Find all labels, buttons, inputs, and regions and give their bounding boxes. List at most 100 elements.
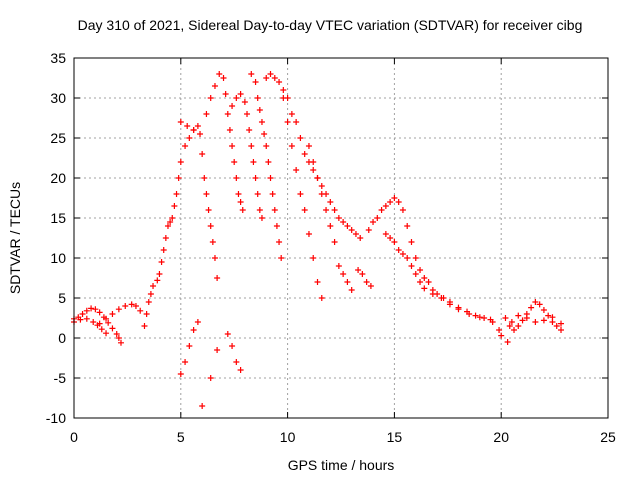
data-point xyxy=(508,319,515,325)
data-point xyxy=(88,305,95,312)
y-tick-label: 35 xyxy=(50,50,66,66)
data-point xyxy=(169,215,176,221)
data-point xyxy=(263,75,270,81)
data-point xyxy=(408,239,415,245)
data-point xyxy=(216,71,223,77)
data-point xyxy=(229,103,236,109)
data-point xyxy=(310,167,317,173)
data-point xyxy=(280,87,287,93)
data-point xyxy=(186,135,193,141)
chart-title: Day 310 of 2021, Sidereal Day-to-day VTE… xyxy=(78,17,583,33)
data-point xyxy=(105,319,112,326)
data-point xyxy=(237,367,244,373)
data-point xyxy=(237,91,244,97)
data-point xyxy=(271,207,278,213)
x-tick-label: 20 xyxy=(493,429,509,445)
data-point xyxy=(359,271,366,277)
data-point xyxy=(523,315,530,321)
data-point xyxy=(367,283,374,289)
data-point xyxy=(199,403,206,409)
data-points xyxy=(71,71,565,409)
data-point xyxy=(220,75,227,81)
data-point xyxy=(96,320,103,327)
data-point xyxy=(331,207,338,213)
grid-lines xyxy=(74,58,608,418)
data-point xyxy=(498,332,505,339)
data-point xyxy=(164,223,171,229)
data-point xyxy=(211,83,218,89)
data-point xyxy=(472,312,479,319)
data-point xyxy=(355,267,362,273)
data-point xyxy=(241,99,248,105)
data-point xyxy=(417,279,424,285)
y-tick-label: 25 xyxy=(50,130,66,146)
data-point xyxy=(190,327,197,333)
data-point xyxy=(194,123,201,129)
data-point xyxy=(96,309,103,316)
data-point xyxy=(348,227,355,233)
data-point xyxy=(233,175,240,181)
data-point xyxy=(327,223,334,229)
data-point xyxy=(109,311,116,317)
data-point xyxy=(327,199,334,205)
data-point xyxy=(207,95,214,101)
data-point xyxy=(280,95,287,101)
data-point xyxy=(252,175,259,181)
data-point xyxy=(395,247,402,253)
data-point xyxy=(476,314,483,321)
data-point xyxy=(224,111,231,117)
data-point xyxy=(540,307,547,313)
data-point xyxy=(370,219,377,225)
data-point xyxy=(235,191,242,197)
data-point xyxy=(156,271,163,277)
series-peak xyxy=(263,71,364,241)
data-point xyxy=(425,279,432,285)
data-point xyxy=(177,371,184,377)
data-point xyxy=(269,191,276,197)
data-point xyxy=(128,301,135,308)
data-point xyxy=(446,301,453,308)
y-tick-label: 0 xyxy=(58,330,66,346)
data-point xyxy=(271,75,278,81)
y-tick-label: -10 xyxy=(46,410,66,426)
series-arc-a xyxy=(177,119,221,281)
data-point xyxy=(113,331,120,337)
data-point xyxy=(258,215,265,221)
data-point xyxy=(276,79,283,85)
data-point xyxy=(549,314,556,321)
data-point xyxy=(207,375,214,381)
data-point xyxy=(399,251,406,257)
data-point xyxy=(335,215,342,221)
data-point xyxy=(297,191,304,197)
data-point xyxy=(278,255,285,261)
series-arc-d xyxy=(248,71,285,261)
series-afternoon xyxy=(365,195,505,339)
data-point xyxy=(132,303,139,309)
y-tick-label: -5 xyxy=(54,370,67,386)
data-point xyxy=(77,316,84,323)
data-point xyxy=(404,255,411,261)
data-point xyxy=(171,203,178,209)
data-point xyxy=(387,199,394,205)
data-point xyxy=(301,207,308,213)
data-point xyxy=(382,203,389,209)
data-point xyxy=(258,119,265,125)
data-point xyxy=(143,311,150,317)
data-point xyxy=(182,143,189,149)
data-point xyxy=(481,315,488,321)
series-afternoon-b xyxy=(382,231,494,323)
data-point xyxy=(438,295,445,301)
data-point xyxy=(244,111,251,117)
data-point xyxy=(532,299,539,305)
data-point xyxy=(466,311,473,317)
data-point xyxy=(496,327,503,333)
data-point xyxy=(532,319,539,325)
data-point xyxy=(214,347,221,353)
data-point xyxy=(288,143,295,149)
data-point xyxy=(382,231,389,237)
data-point xyxy=(147,291,154,297)
data-point xyxy=(558,320,565,327)
data-point xyxy=(340,219,347,225)
data-point xyxy=(288,111,295,117)
data-point xyxy=(455,306,462,313)
